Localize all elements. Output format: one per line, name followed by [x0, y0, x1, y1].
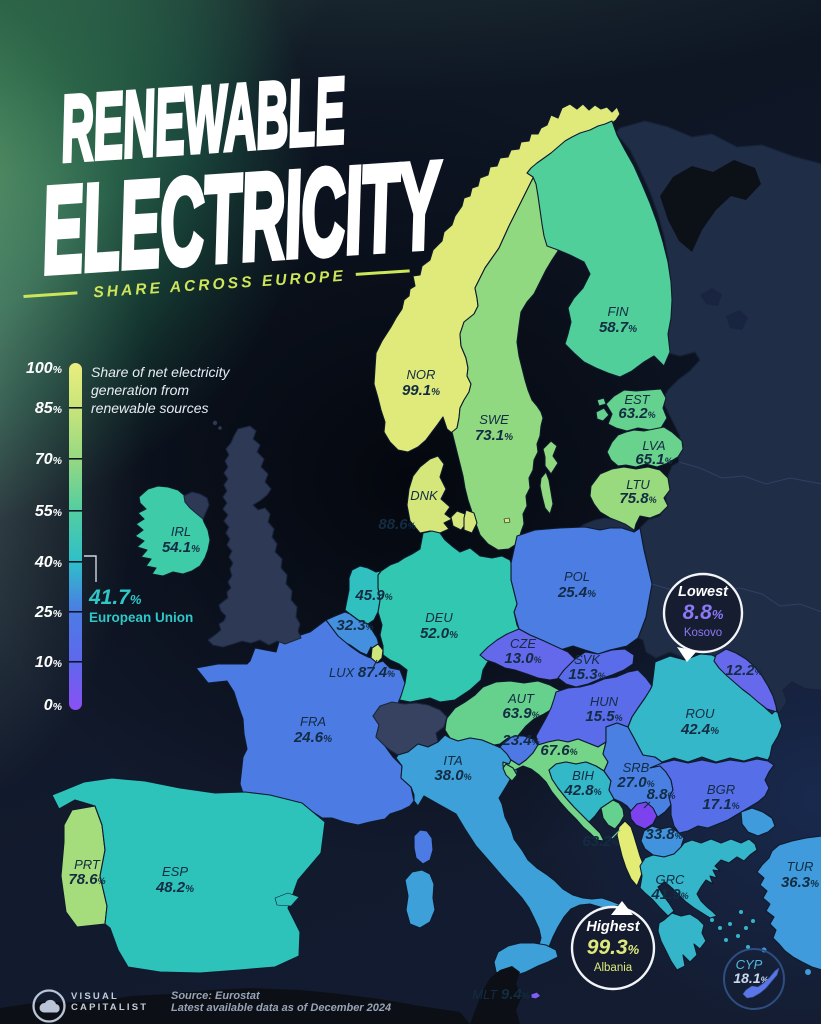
- svg-text:DEU: DEU: [425, 610, 453, 625]
- svg-text:Highest: Highest: [586, 919, 640, 935]
- svg-text:SWE: SWE: [479, 412, 509, 427]
- svg-text:MLT 9.4%: MLT 9.4%: [472, 986, 530, 1003]
- svg-text:generation from: generation from: [91, 382, 189, 398]
- svg-text:48.2%: 48.2%: [155, 879, 194, 896]
- svg-text:POL: POL: [564, 569, 590, 584]
- svg-text:CYP: CYP: [736, 957, 763, 972]
- svg-text:25%: 25%: [34, 604, 63, 621]
- svg-text:99.3%: 99.3%: [587, 936, 640, 959]
- svg-text:88.6%: 88.6%: [378, 516, 415, 533]
- svg-text:Albania: Albania: [594, 962, 633, 974]
- svg-text:ROU: ROU: [686, 706, 716, 721]
- svg-text:38.0%: 38.0%: [434, 767, 471, 784]
- svg-text:ESP: ESP: [162, 864, 188, 879]
- svg-text:18.1%: 18.1%: [733, 970, 768, 986]
- svg-text:17.1%: 17.1%: [702, 796, 739, 813]
- svg-text:TUR: TUR: [787, 859, 814, 874]
- svg-text:BIH: BIH: [572, 768, 594, 783]
- svg-text:10%: 10%: [35, 654, 63, 671]
- svg-text:EST: EST: [624, 392, 650, 407]
- svg-text:SVK: SVK: [574, 652, 601, 667]
- svg-text:SRB: SRB: [623, 760, 650, 775]
- svg-text:36.3%: 36.3%: [781, 874, 819, 891]
- svg-text:Lowest: Lowest: [678, 584, 729, 600]
- svg-text:FRA: FRA: [300, 714, 326, 729]
- svg-text:24.6%: 24.6%: [293, 729, 332, 746]
- svg-text:41.9%: 41.9%: [650, 886, 688, 903]
- svg-text:85%: 85%: [35, 400, 63, 417]
- svg-text:45.9%: 45.9%: [354, 587, 392, 604]
- svg-text:70%: 70%: [35, 451, 63, 468]
- svg-text:55%: 55%: [35, 503, 63, 520]
- svg-text:33.8%: 33.8%: [645, 826, 682, 843]
- svg-text:78.6%: 78.6%: [68, 871, 105, 888]
- svg-text:23.4%: 23.4%: [501, 732, 539, 749]
- svg-text:AUT: AUT: [507, 691, 535, 706]
- svg-text:52.0%: 52.0%: [420, 625, 458, 642]
- svg-text:32.3%: 32.3%: [336, 617, 373, 634]
- svg-text:63.2%: 63.2%: [618, 405, 655, 422]
- svg-text:42.8%: 42.8%: [563, 782, 601, 799]
- svg-text:HUN: HUN: [590, 694, 619, 709]
- svg-text:65.1%: 65.1%: [635, 451, 672, 468]
- svg-text:Kosovo: Kosovo: [684, 627, 722, 639]
- svg-text:European Union: European Union: [89, 610, 193, 625]
- svg-text:67.6%: 67.6%: [540, 742, 577, 759]
- svg-text:ITA: ITA: [443, 753, 462, 768]
- svg-text:0%: 0%: [44, 697, 63, 714]
- svg-text:LTU: LTU: [626, 477, 650, 492]
- svg-text:27.0%: 27.0%: [616, 774, 654, 791]
- svg-text:LVA: LVA: [642, 438, 665, 453]
- svg-text:63.9%: 63.9%: [502, 705, 539, 722]
- svg-text:12.2%: 12.2%: [725, 662, 762, 679]
- svg-text:IRL: IRL: [171, 524, 191, 539]
- svg-text:25.4%: 25.4%: [557, 584, 596, 601]
- svg-text:renewable sources: renewable sources: [91, 400, 209, 416]
- svg-text:DNK: DNK: [410, 488, 439, 503]
- svg-text:41.7%: 41.7%: [88, 586, 142, 609]
- svg-text:NOR: NOR: [407, 367, 436, 382]
- svg-text:13.0%: 13.0%: [504, 650, 541, 667]
- svg-text:8.8%: 8.8%: [683, 601, 724, 624]
- svg-text:63.2%: 63.2%: [582, 833, 619, 850]
- svg-text:54.1%: 54.1%: [162, 539, 200, 556]
- svg-text:CZE: CZE: [510, 636, 536, 651]
- svg-text:42.4%: 42.4%: [680, 721, 719, 738]
- svg-text:73.1%: 73.1%: [475, 427, 513, 444]
- svg-text:100%: 100%: [26, 360, 63, 377]
- svg-text:BGR: BGR: [707, 782, 735, 797]
- svg-text:15.5%: 15.5%: [585, 708, 622, 725]
- svg-text:8.8%: 8.8%: [647, 786, 676, 803]
- svg-text:Share of net electricity: Share of net electricity: [91, 364, 231, 380]
- svg-text:40%: 40%: [34, 554, 63, 571]
- svg-text:GRC: GRC: [656, 872, 686, 887]
- svg-text:FIN: FIN: [608, 304, 630, 319]
- svg-text:LUX 87.4%: LUX 87.4%: [329, 664, 395, 681]
- svg-text:58.7%: 58.7%: [599, 319, 637, 336]
- svg-text:75.8%: 75.8%: [619, 490, 656, 507]
- svg-text:99.1%: 99.1%: [402, 382, 440, 399]
- svg-text:15.3%: 15.3%: [568, 666, 605, 683]
- svg-text:PRT: PRT: [74, 857, 101, 872]
